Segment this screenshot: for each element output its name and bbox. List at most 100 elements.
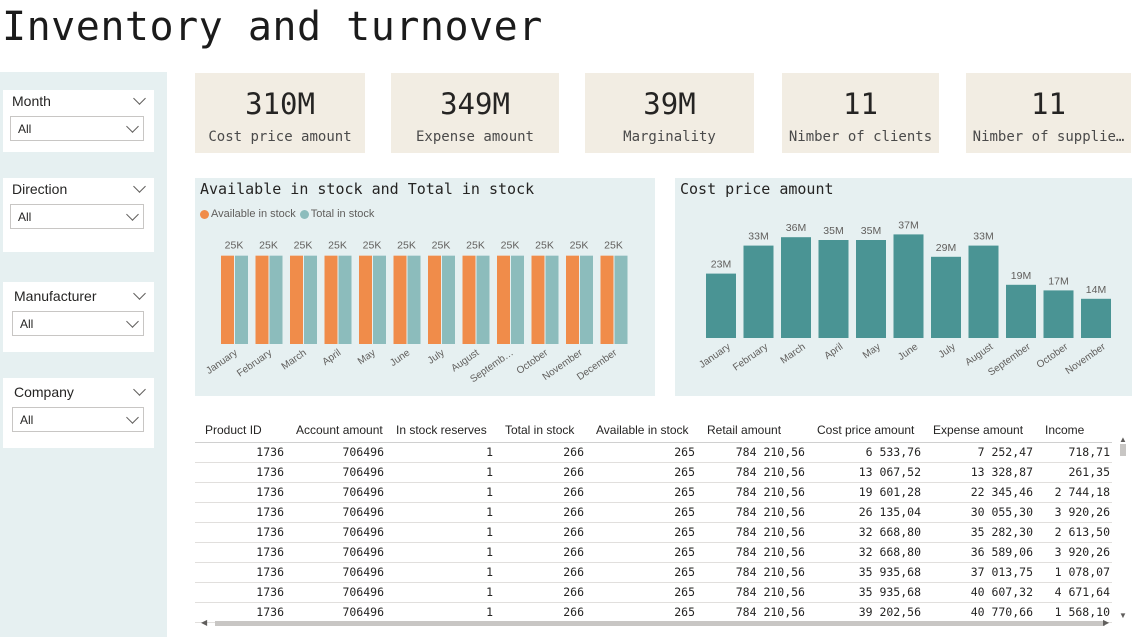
- column-header[interactable]: Income: [1045, 422, 1085, 437]
- bar: [1043, 290, 1074, 338]
- bar: [818, 240, 849, 338]
- table-cell: 1736: [256, 605, 284, 619]
- table-row[interactable]: 1736 706496 1 266 265 784 210,56 32 668,80 36 5…: [195, 542, 1112, 562]
- bar: [462, 255, 476, 344]
- x-tick-label: May: [356, 347, 378, 367]
- table-cell: 32 668,80: [858, 545, 921, 559]
- data-label: 25K: [225, 240, 244, 252]
- column-header[interactable]: Account amount: [296, 422, 383, 437]
- cost-chart-card: 23M January 33M February 36M March 35M April 35M…: [675, 178, 1132, 396]
- bar: [968, 245, 999, 338]
- cost-bar-chart: 23M January 33M February 36M March 35M April 35M…: [697, 219, 1111, 379]
- chevron-down-icon[interactable]: [133, 287, 146, 300]
- table-row[interactable]: 1736 706496 1 266 265 784 210,56 35 935,68 40 6…: [195, 582, 1112, 602]
- bar: [304, 255, 317, 344]
- dropdown-value: All: [20, 412, 34, 427]
- kpi-card-clients[interactable]: 11 Nimber of clients: [782, 73, 939, 153]
- data-label: 17M: [1048, 275, 1068, 287]
- bar: [373, 255, 386, 344]
- chevron-down-icon[interactable]: [133, 383, 146, 396]
- table-cell: 19 601,28: [858, 485, 921, 499]
- slicer-header[interactable]: Direction: [3, 178, 154, 200]
- manufacturer-dropdown[interactable]: All: [12, 311, 144, 336]
- bar: [255, 255, 269, 344]
- table-row[interactable]: 1736 706496 1 266 265 784 210,56 6 533,76 7 252…: [195, 442, 1112, 462]
- table-cell: 266: [563, 565, 584, 579]
- scroll-right-icon[interactable]: ▶: [1103, 618, 1110, 627]
- chart-legend: Available in stock Total in stock: [200, 208, 378, 220]
- scroll-left-icon[interactable]: ◀: [201, 618, 208, 627]
- bar: [407, 255, 421, 344]
- slicer-header[interactable]: Month: [3, 90, 154, 112]
- bar: [781, 237, 811, 338]
- kpi-card-marginality[interactable]: 39M Marginality: [585, 73, 754, 153]
- chevron-down-icon: [126, 207, 139, 221]
- table-cell: 784 210,56: [735, 505, 805, 519]
- kpi-card-expense[interactable]: 349M Expense amount: [391, 73, 559, 153]
- table-cell: 1: [486, 445, 493, 459]
- scrollbar-thumb[interactable]: [1120, 444, 1126, 456]
- table-cell: 265: [674, 465, 695, 479]
- table-row[interactable]: 1736 706496 1 266 265 784 210,56 32 668,80 35 2…: [195, 522, 1112, 542]
- slicer-header[interactable]: Manufacturer: [3, 285, 154, 307]
- vertical-scrollbar[interactable]: ▲ ▼: [1118, 436, 1128, 620]
- table-cell: 706496: [342, 505, 384, 519]
- chevron-down-icon: [126, 119, 139, 133]
- bar: [931, 256, 961, 338]
- table-row[interactable]: 1736 706496 1 266 265 784 210,56 35 935,68 37 0…: [195, 562, 1112, 582]
- kpi-card-cost-price[interactable]: 310M Cost price amount: [195, 73, 365, 153]
- bar: [428, 255, 441, 344]
- column-header[interactable]: Cost price amount: [817, 422, 915, 437]
- data-label: 25K: [397, 240, 416, 252]
- legend-item[interactable]: Available in stock: [200, 208, 296, 220]
- bar: [706, 273, 736, 338]
- legend-item[interactable]: Total in stock: [299, 208, 374, 220]
- scroll-up-icon[interactable]: ▲: [1119, 435, 1127, 444]
- kpi-card-suppliers[interactable]: 11 Nimber of supplie…: [966, 73, 1131, 153]
- column-header[interactable]: In stock reserves: [396, 422, 487, 437]
- bar: [743, 245, 774, 338]
- bar: [1081, 298, 1111, 338]
- table-cell: 266: [563, 505, 584, 519]
- column-header[interactable]: Available in stock: [596, 422, 689, 437]
- column-header[interactable]: Total in stock: [505, 422, 575, 437]
- data-label: 25K: [570, 240, 589, 252]
- company-dropdown[interactable]: All: [12, 407, 144, 432]
- horizontal-scrollbar[interactable]: ◀ ▶: [195, 618, 1115, 628]
- table-cell: 265: [674, 445, 695, 459]
- month-dropdown[interactable]: All: [10, 116, 144, 141]
- data-label: 37M: [898, 219, 918, 231]
- scroll-down-icon[interactable]: ▼: [1119, 611, 1127, 620]
- dropdown-value: All: [18, 209, 32, 224]
- table-cell: 35 935,68: [858, 565, 921, 579]
- column-header[interactable]: Expense amount: [933, 422, 1024, 437]
- data-label: 25K: [328, 240, 347, 252]
- dropdown-value: All: [20, 316, 34, 331]
- data-label: 33M: [748, 231, 768, 243]
- slicer-title: Direction: [12, 181, 68, 197]
- table-cell: 706496: [342, 465, 384, 479]
- table-cell: 1736: [256, 545, 284, 559]
- kpi-value: 11: [843, 87, 878, 121]
- table-cell: 13 328,87: [970, 465, 1033, 479]
- stock-chart-card: 25K January 25K February 25K March 25K April 25K…: [195, 178, 655, 396]
- table-cell: 3 920,26: [1054, 505, 1110, 519]
- table-cell: 35 935,68: [858, 585, 921, 599]
- x-tick-label: July: [937, 341, 958, 360]
- chevron-down-icon[interactable]: [133, 92, 146, 105]
- table-cell: 1: [486, 565, 493, 579]
- table-cell: 784 210,56: [735, 585, 805, 599]
- table-row[interactable]: 1736 706496 1 266 265 784 210,56 13 067,52 13 3…: [195, 462, 1112, 482]
- x-tick-label: February: [235, 347, 274, 379]
- x-tick-label: June: [388, 347, 412, 369]
- data-label: 29M: [936, 242, 956, 254]
- direction-dropdown[interactable]: All: [10, 204, 144, 229]
- slicer-header[interactable]: Company: [3, 381, 154, 403]
- table-row[interactable]: 1736 706496 1 266 265 784 210,56 26 135,04 30 0…: [195, 502, 1112, 522]
- column-header[interactable]: Retail amount: [707, 422, 782, 437]
- chevron-down-icon[interactable]: [133, 180, 146, 193]
- table-row[interactable]: 1736 706496 1 266 265 784 210,56 19 601,28 22 3…: [195, 482, 1112, 502]
- bar: [600, 255, 614, 344]
- scrollbar-thumb[interactable]: [215, 621, 1105, 626]
- column-header[interactable]: Product ID: [205, 422, 262, 437]
